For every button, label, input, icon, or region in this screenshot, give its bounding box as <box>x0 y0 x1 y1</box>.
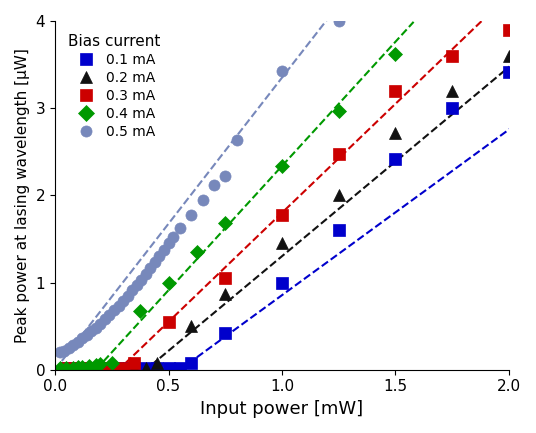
Legend: 0.1 mA, 0.2 mA, 0.3 mA, 0.4 mA, 0.5 mA: 0.1 mA, 0.2 mA, 0.3 mA, 0.4 mA, 0.5 mA <box>62 28 166 145</box>
X-axis label: Input power [mW]: Input power [mW] <box>200 400 363 418</box>
Y-axis label: Peak power at lasing wavelength [μW]: Peak power at lasing wavelength [μW] <box>15 48 30 343</box>
